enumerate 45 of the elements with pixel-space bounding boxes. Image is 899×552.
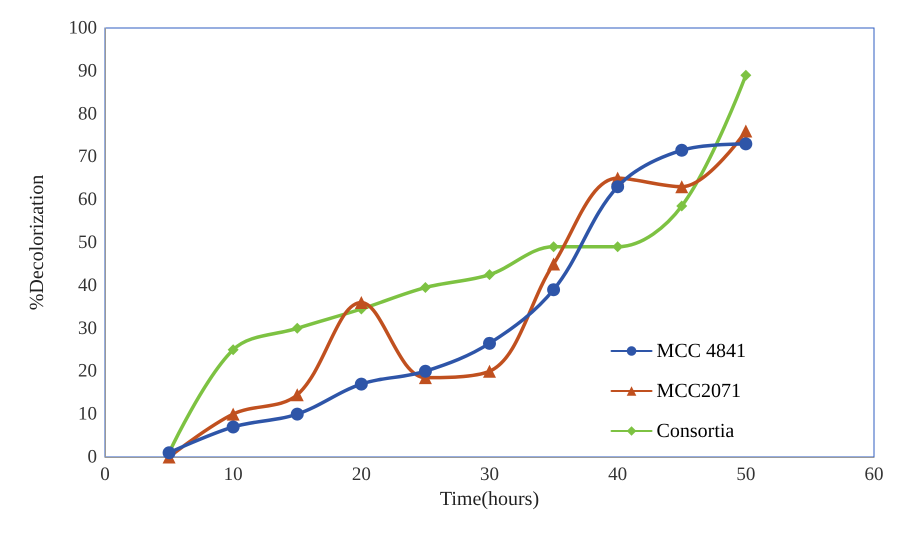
point [354,296,368,310]
point [739,137,752,150]
point [676,200,688,212]
point [675,144,688,157]
point [547,257,560,270]
y-axis-title: %Decolorization [26,174,48,310]
point [484,269,495,280]
y-tick-label: 0 [88,446,97,468]
y-tick-label: 80 [78,103,97,124]
point [483,336,496,350]
point [290,408,304,421]
point [292,322,303,334]
x-axis-title: Time(hours) [440,488,540,510]
y-tick-label: 30 [78,318,97,339]
legend-label: MCC2071 [656,380,742,402]
point [226,420,240,434]
point [418,364,432,378]
point [420,282,431,294]
point [228,344,239,356]
point [290,388,304,402]
x-tick-label: 0 [100,464,110,485]
x-tick-label: 40 [608,464,628,485]
y-tick-label: 90 [78,60,97,82]
point [611,180,624,194]
legend-label: MCC 4841 [656,340,746,362]
x-tick-label: 30 [480,464,499,485]
x-tick-label: 60 [864,464,884,485]
y-tick-label: 60 [78,189,97,210]
x-tick-label: 50 [736,464,756,485]
point [675,180,688,194]
y-tick-label: 40 [78,274,97,296]
y-tick-label: 50 [78,232,97,253]
point [740,70,752,81]
point [354,378,368,391]
y-tick-label: 20 [78,360,97,382]
y-tick-label: 70 [78,146,97,168]
point [739,124,752,138]
point [226,408,240,421]
y-tick-label: 10 [78,404,97,425]
x-tick-label: 20 [352,464,371,485]
x-tick-label: 10 [224,464,243,485]
y-tick-label: 100 [68,18,97,38]
point [483,364,496,378]
point [547,283,560,296]
legend-label: Consortia [656,420,734,442]
